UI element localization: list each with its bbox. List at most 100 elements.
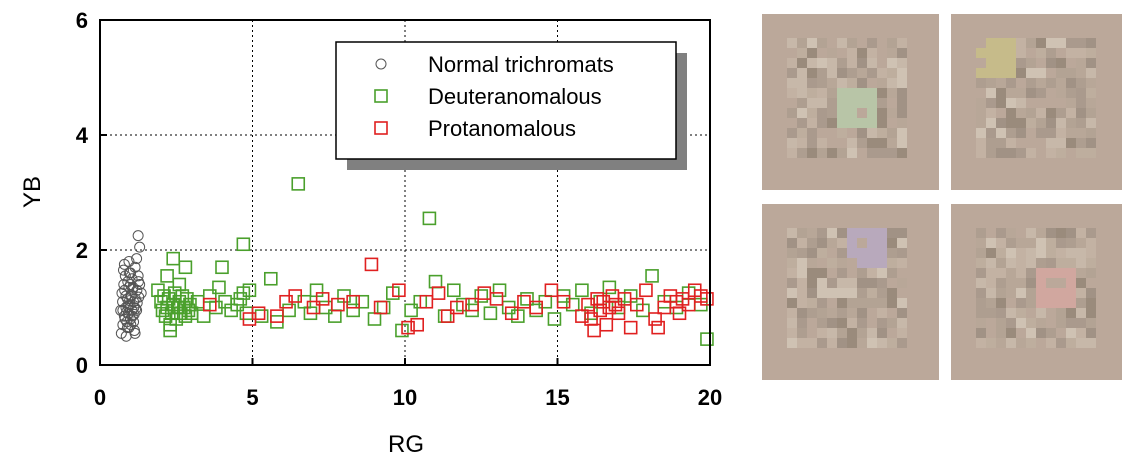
mosaic-cell: [1056, 338, 1066, 348]
data-point: [629, 297, 644, 312]
mosaic-cell: [857, 138, 867, 148]
mosaic-cell: [877, 268, 887, 278]
data-point: [123, 256, 135, 267]
mosaic-cell: [867, 248, 877, 258]
mosaic-cell: [1076, 258, 1086, 268]
mosaic-cell: [1076, 38, 1086, 48]
mosaic-cell: [817, 148, 827, 158]
mosaic-cell: [1026, 288, 1036, 298]
mosaic-cell: [897, 278, 907, 288]
mosaic-cell: [797, 308, 807, 318]
mosaic-cell: [827, 68, 837, 78]
mosaic-cell: [797, 258, 807, 268]
mosaic-cell: [996, 278, 1006, 288]
mosaic-cell: [897, 78, 907, 88]
mosaic-cell: [1036, 248, 1046, 258]
data-point: [125, 279, 136, 290]
mosaic-cell: [1016, 98, 1026, 108]
data-point: [700, 332, 714, 346]
mosaic-cell: [1036, 278, 1046, 288]
mosaic-cell: [857, 258, 867, 268]
mosaic-cell: [1086, 248, 1096, 258]
mosaic-cell: [797, 238, 807, 248]
mosaic-cell: [1086, 38, 1096, 48]
data-point: [431, 286, 446, 300]
mosaic-cell: [1086, 118, 1096, 128]
data-point: [593, 303, 608, 318]
mosaic-cell: [1046, 228, 1056, 238]
mosaic-cell: [787, 248, 797, 258]
mosaic-cell: [986, 278, 996, 288]
mosaic-cell: [827, 328, 837, 338]
mosaic-cell: [887, 68, 897, 78]
mosaic-cell: [1026, 298, 1036, 308]
mosaic-cell: [827, 318, 837, 328]
mosaic-cell: [1046, 248, 1056, 258]
mosaic-cell: [976, 238, 986, 248]
mosaic-cell: [847, 228, 857, 238]
mosaic-cell: [1086, 78, 1096, 88]
data-point: [129, 327, 141, 339]
mosaic-cell: [897, 98, 907, 108]
mosaic-cell: [1056, 148, 1066, 158]
mosaic-cell: [797, 68, 807, 78]
data-point: [318, 300, 333, 315]
data-point: [437, 309, 452, 323]
mosaic-cell: [827, 118, 837, 128]
data-point: [126, 310, 138, 322]
mosaic-cell: [887, 288, 897, 298]
data-point: [608, 297, 623, 312]
mosaic-cell: [887, 48, 897, 58]
mosaic-cell: [837, 238, 847, 248]
mosaic-cell: [1016, 38, 1026, 48]
mosaic-cell: [976, 298, 986, 308]
mosaic-cell: [897, 298, 907, 308]
mosaic-cell: [1086, 338, 1096, 348]
mosaic-cell: [807, 148, 817, 158]
mosaic-cell: [867, 268, 877, 278]
mosaic-cell: [996, 318, 1006, 328]
mosaic-cell: [1046, 338, 1056, 348]
mosaic-cell: [867, 278, 877, 288]
data-point: [602, 280, 617, 295]
mosaic-cell: [807, 108, 817, 118]
mosaic-cell: [976, 308, 986, 318]
mosaic-cell: [1086, 138, 1096, 148]
mosaic-cell: [1016, 258, 1026, 268]
mosaic-cell: [847, 58, 857, 68]
mosaic-cell: [1086, 128, 1096, 138]
data-point: [474, 289, 489, 303]
mosaic-cell: [837, 128, 847, 138]
mosaic-cell: [847, 338, 857, 348]
mosaic-cell: [1056, 298, 1066, 308]
mosaic-cell: [1086, 88, 1096, 98]
mosaic-cell: [887, 258, 897, 268]
mosaic-cell: [807, 268, 817, 278]
mosaic-cell: [1086, 298, 1096, 308]
mosaic-cell: [1036, 288, 1046, 298]
mosaic-cell: [817, 308, 827, 318]
mosaic-cell: [1086, 328, 1096, 338]
data-point: [648, 312, 662, 326]
mosaic-cell: [986, 148, 996, 158]
mosaic-cell: [1076, 138, 1086, 148]
mosaic-cell: [797, 298, 807, 308]
data-point: [196, 309, 211, 323]
mosaic-cell: [1006, 148, 1016, 158]
mosaic-cell: [1056, 318, 1066, 328]
mosaic-cell: [827, 108, 837, 118]
mosaic-cell: [1016, 338, 1026, 348]
mosaic-cell: [996, 98, 1006, 108]
legend-marker: [374, 121, 388, 135]
mosaic-cell: [837, 278, 847, 288]
mosaic-cell: [1006, 48, 1016, 58]
data-point: [134, 241, 146, 253]
mosaic-cell: [1006, 108, 1016, 118]
mosaic-cell: [1016, 58, 1026, 68]
mosaic-cell: [1016, 68, 1026, 78]
mosaic-cell: [897, 238, 907, 248]
scatter-chart: 0 5 10 15 20 0 2 4 6 RG YB Normal trichromats Deu…: [19, 8, 722, 458]
mosaic-cell: [1016, 148, 1026, 158]
mosaic-cell: [867, 148, 877, 158]
mosaic-cell: [887, 248, 897, 258]
